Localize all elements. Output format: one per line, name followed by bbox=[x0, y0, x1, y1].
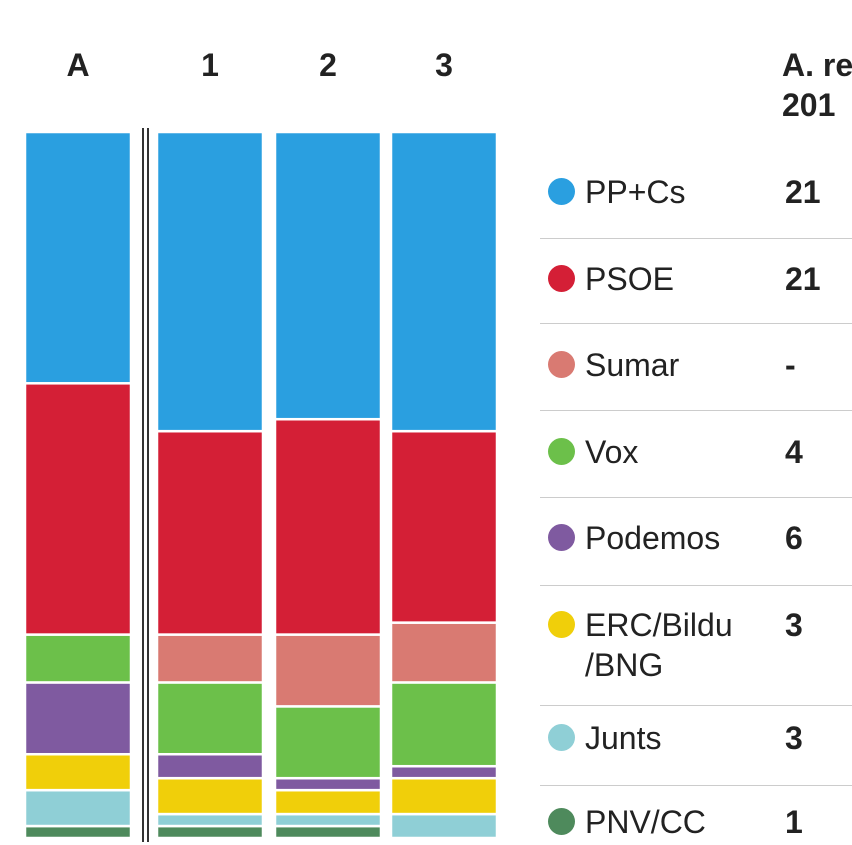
bar-segment bbox=[23, 382, 133, 636]
bar-segment bbox=[389, 621, 499, 684]
bar-segment bbox=[23, 130, 133, 385]
legend-label: PSOE bbox=[585, 261, 674, 297]
bar-segment bbox=[23, 824, 133, 840]
bar-segment bbox=[155, 824, 265, 840]
header-line: A. re bbox=[782, 47, 852, 83]
bar-segment bbox=[155, 681, 265, 756]
bar-segment bbox=[155, 429, 265, 636]
legend-swatch bbox=[548, 265, 575, 292]
table-value: 3 bbox=[785, 720, 803, 756]
table-value: 4 bbox=[785, 434, 803, 470]
legend-row: PSOE 21 bbox=[540, 259, 852, 299]
x-tick-label: 2 bbox=[319, 47, 337, 83]
legend-label: Vox bbox=[585, 434, 639, 470]
legend-row: PNV/CC 1 bbox=[540, 802, 852, 842]
bar-segment bbox=[389, 764, 499, 780]
header-line: 201 bbox=[782, 87, 836, 123]
table-value: - bbox=[785, 347, 796, 383]
table-value: 1 bbox=[785, 804, 803, 840]
bar-segment bbox=[273, 788, 383, 816]
row-separator bbox=[540, 705, 852, 706]
bar-segment bbox=[389, 429, 499, 624]
legend-row: ERC/Bildu /BNG 3 bbox=[540, 605, 852, 685]
legend-row: Podemos 6 bbox=[540, 518, 852, 558]
legend-swatch bbox=[548, 438, 575, 465]
legend-row: Sumar - bbox=[540, 345, 852, 385]
bar-segment bbox=[273, 705, 383, 780]
x-tick-label: 3 bbox=[435, 47, 453, 83]
legend-swatch bbox=[548, 611, 575, 638]
row-separator bbox=[540, 585, 852, 586]
bar-segment bbox=[23, 681, 133, 756]
bar-segment bbox=[155, 633, 265, 684]
bar-segment bbox=[155, 812, 265, 828]
legend-label: PNV/CC bbox=[585, 804, 706, 840]
x-tick-label: 1 bbox=[201, 47, 219, 83]
bar-segment bbox=[23, 633, 133, 684]
row-separator bbox=[540, 323, 852, 324]
table-header: A. re 201 bbox=[782, 45, 852, 125]
legend-swatch bbox=[548, 724, 575, 751]
bar-segment bbox=[23, 788, 133, 828]
row-separator bbox=[540, 785, 852, 786]
bar-segment bbox=[273, 824, 383, 840]
legend-label: Sumar bbox=[585, 347, 680, 383]
legend-row: Junts 3 bbox=[540, 718, 852, 758]
bar-segment bbox=[273, 417, 383, 636]
x-tick-label: A bbox=[66, 47, 89, 83]
row-separator bbox=[540, 497, 852, 498]
bar-segment bbox=[273, 633, 383, 708]
table-value: 6 bbox=[785, 520, 803, 556]
legend-label: Podemos bbox=[585, 520, 721, 556]
bar-segment bbox=[273, 776, 383, 792]
bar-segment bbox=[273, 812, 383, 828]
table-value: 21 bbox=[785, 261, 821, 297]
bar-segment bbox=[389, 812, 499, 840]
legend-row: PP+Cs 21 bbox=[540, 172, 852, 212]
legend-swatch bbox=[548, 808, 575, 835]
table-value: 3 bbox=[785, 607, 803, 643]
bar-segment bbox=[155, 752, 265, 780]
bar-segment bbox=[273, 130, 383, 421]
row-separator bbox=[540, 410, 852, 411]
legend-label: Junts bbox=[585, 720, 662, 756]
bar-segment bbox=[389, 130, 499, 433]
legend-label: ERC/Bildu /BNG bbox=[585, 607, 733, 683]
legend-swatch bbox=[548, 178, 575, 205]
bar-segment bbox=[389, 776, 499, 816]
row-separator bbox=[540, 238, 852, 239]
legend-label: PP+Cs bbox=[585, 174, 686, 210]
bar-segment bbox=[155, 776, 265, 816]
legend-swatch bbox=[548, 351, 575, 378]
bar-segment bbox=[23, 752, 133, 792]
table-value: 21 bbox=[785, 174, 821, 210]
legend-row: Vox 4 bbox=[540, 432, 852, 472]
bar-segment bbox=[389, 681, 499, 768]
legend-swatch bbox=[548, 524, 575, 551]
bar-segment bbox=[155, 130, 265, 433]
